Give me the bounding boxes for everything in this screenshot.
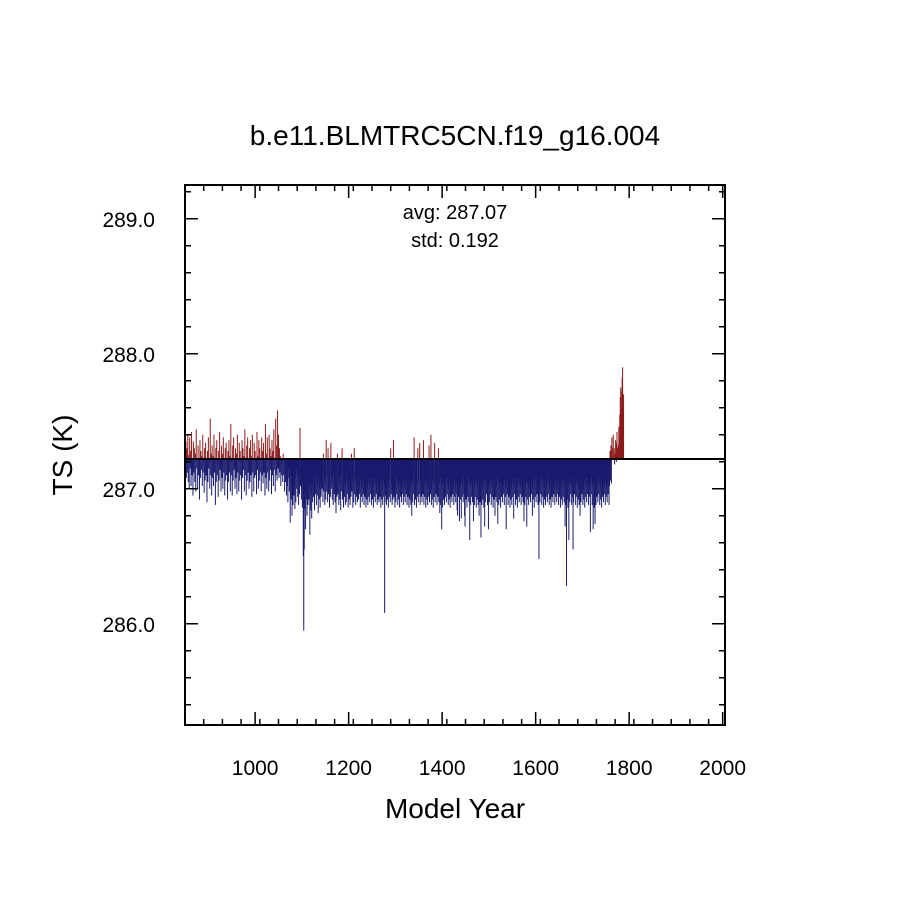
plot-frame	[184, 184, 726, 726]
bars-group	[184, 367, 625, 631]
y-tick-label: 286.0	[102, 614, 155, 637]
x-axis-label: Model Year	[385, 793, 525, 824]
y-axis-label: TS (K)	[47, 415, 78, 496]
chart-title: b.e11.BLMTRC5CN.f19_g16.004	[250, 120, 660, 151]
x-tick-labels: 1000 1200 1400 1600 1800 2000	[232, 757, 746, 780]
x-tick-label: 1000	[232, 757, 279, 780]
plot-area	[184, 184, 726, 726]
x-tick-label: 1400	[419, 757, 466, 780]
x-tick-label: 1600	[512, 757, 559, 780]
y-tick-label: 289.0	[102, 209, 155, 232]
std-annotation: std: 0.192	[411, 230, 499, 252]
x-tick-label: 2000	[699, 757, 746, 780]
x-tick-label: 1800	[606, 757, 653, 780]
x-tick-label: 1200	[325, 757, 372, 780]
y-tick-label: 287.0	[102, 479, 155, 502]
avg-annotation: avg: 287.07	[403, 202, 508, 224]
y-tick-labels: 286.0 287.0 288.0 289.0	[102, 209, 155, 637]
ticks-group	[184, 185, 725, 725]
y-tick-label: 288.0	[102, 344, 155, 367]
